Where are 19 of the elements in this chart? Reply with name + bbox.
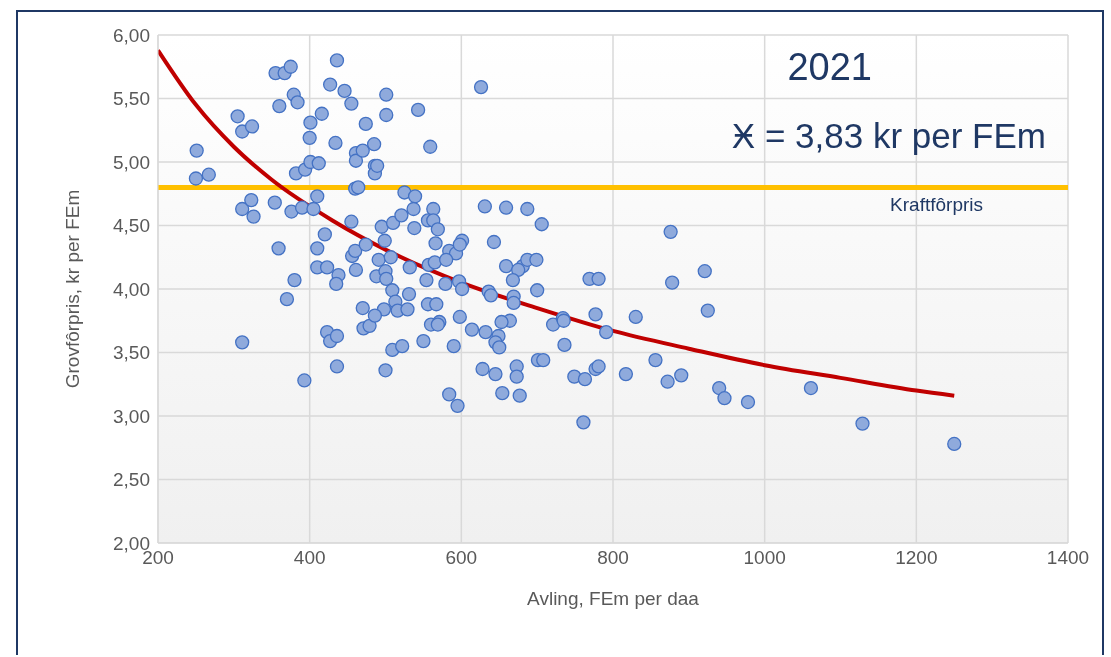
ref-line-label: Kraftfôrpris	[890, 194, 983, 216]
x-axis-title: Avling, FEm per daa	[527, 588, 700, 609]
x-tick-label: 600	[445, 547, 478, 569]
x-tick-label: 400	[293, 547, 326, 569]
y-tick-label: 5,00	[113, 151, 150, 173]
y-tick-label: 2,50	[113, 469, 150, 491]
annotation: 2021	[787, 46, 872, 89]
y-tick-label: 5,50	[113, 88, 150, 110]
y-tick-label: 4,50	[113, 215, 150, 237]
y-tick-label: 6,00	[113, 24, 150, 46]
y-tick-label: 3,50	[113, 342, 150, 364]
x-tick-label: 1000	[743, 547, 786, 569]
annotation: Ӿ = 3,83 kr per FEm	[731, 116, 1046, 156]
y-axis-title: Grovfôrpris, kr per FEm	[61, 189, 83, 389]
y-tick-label: 3,00	[113, 405, 150, 427]
x-tick-label: 800	[597, 547, 629, 569]
x-tick-label: 1200	[895, 547, 938, 569]
x-tick-label: 1400	[1046, 547, 1090, 569]
y-tick-label: 4,00	[113, 278, 150, 300]
